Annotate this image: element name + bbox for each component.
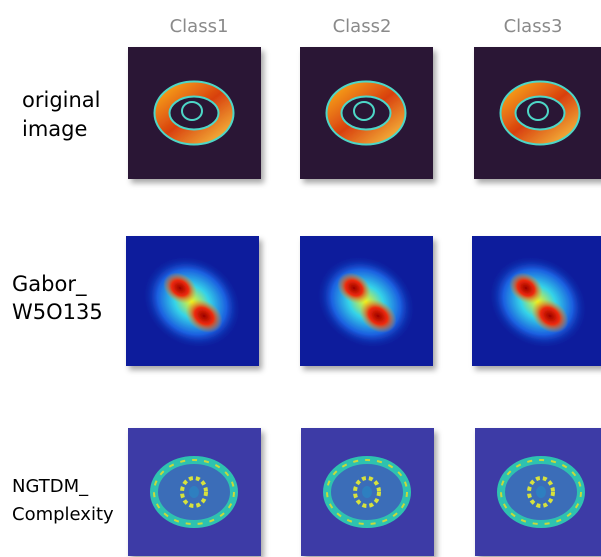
column-header: Class2 xyxy=(333,16,392,37)
column-header: Class1 xyxy=(170,16,229,37)
row-label: Gabor_ xyxy=(12,272,87,297)
row-label: W5O135 xyxy=(12,300,103,324)
column-header: Class3 xyxy=(504,16,563,37)
image-tile xyxy=(475,428,601,556)
image-tile xyxy=(298,236,434,368)
row-label: image xyxy=(22,117,87,141)
image-tile xyxy=(128,47,261,179)
image-tile xyxy=(300,47,433,179)
image-tile xyxy=(124,236,260,368)
image-tile xyxy=(474,47,601,179)
row-label: Complexity xyxy=(12,504,114,525)
row-label: NGTDM_ xyxy=(12,476,89,497)
image-tile xyxy=(470,236,601,368)
image-tile xyxy=(301,428,434,556)
image-grid xyxy=(124,47,601,556)
row-label: original xyxy=(22,88,101,112)
image-tile xyxy=(128,428,261,556)
